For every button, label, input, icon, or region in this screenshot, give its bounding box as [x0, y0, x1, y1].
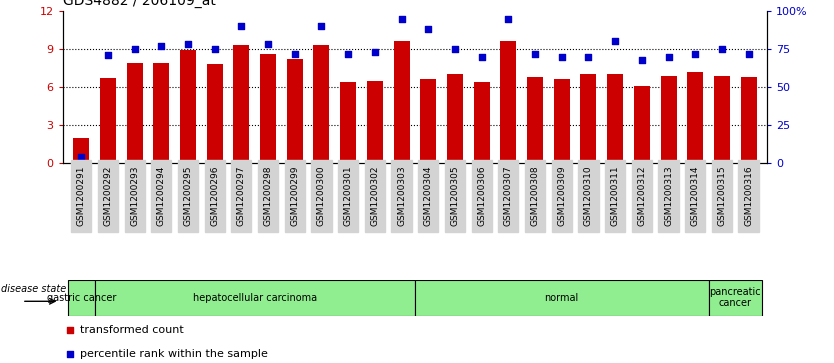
Point	[101, 52, 114, 58]
Text: GSM1200314: GSM1200314	[691, 166, 700, 226]
Point	[529, 51, 542, 57]
Bar	[100, 78, 116, 163]
Point	[288, 51, 301, 57]
Bar	[180, 50, 196, 163]
Bar	[415, 280, 709, 316]
Point	[314, 23, 328, 29]
Text: GSM1200312: GSM1200312	[637, 166, 646, 226]
Bar	[500, 41, 516, 163]
Bar	[314, 45, 329, 163]
Bar	[447, 74, 463, 163]
Text: GSM1200309: GSM1200309	[557, 166, 566, 226]
Point	[636, 57, 649, 62]
Bar	[709, 280, 762, 316]
Text: GSM1200296: GSM1200296	[210, 166, 219, 226]
Text: percentile rank within the sample: percentile rank within the sample	[80, 349, 268, 359]
Text: GSM1200308: GSM1200308	[530, 166, 540, 226]
Point	[261, 41, 274, 47]
Point	[742, 51, 756, 57]
Bar	[340, 82, 356, 163]
Bar	[687, 72, 703, 163]
Text: normal: normal	[545, 293, 579, 303]
Text: GSM1200299: GSM1200299	[290, 166, 299, 226]
Point	[128, 46, 141, 52]
Point	[74, 154, 88, 160]
Point	[154, 43, 168, 49]
Bar	[714, 76, 730, 163]
Text: GSM1200298: GSM1200298	[264, 166, 273, 226]
Text: GSM1200291: GSM1200291	[77, 166, 86, 226]
Point	[689, 51, 702, 57]
Bar	[580, 74, 596, 163]
Point	[662, 54, 676, 60]
Point	[208, 46, 221, 52]
Point	[582, 54, 595, 60]
Text: GSM1200305: GSM1200305	[450, 166, 460, 226]
Bar	[420, 79, 436, 163]
Text: GSM1200303: GSM1200303	[397, 166, 406, 226]
Text: GSM1200306: GSM1200306	[477, 166, 486, 226]
Text: GSM1200311: GSM1200311	[610, 166, 620, 226]
Bar	[207, 64, 223, 163]
Text: pancreatic
cancer: pancreatic cancer	[710, 287, 761, 309]
Bar	[741, 77, 756, 163]
Point	[475, 54, 489, 60]
Text: GSM1200307: GSM1200307	[504, 166, 513, 226]
Point	[422, 26, 435, 32]
Text: GSM1200316: GSM1200316	[744, 166, 753, 226]
Bar	[554, 79, 570, 163]
Point	[341, 51, 354, 57]
Text: disease state: disease state	[1, 284, 67, 294]
Point	[502, 16, 515, 21]
Point	[394, 16, 408, 21]
Text: GDS4882 / 206109_at: GDS4882 / 206109_at	[63, 0, 215, 8]
Text: GSM1200310: GSM1200310	[584, 166, 593, 226]
Point	[449, 46, 462, 52]
Bar	[661, 76, 676, 163]
Bar	[68, 280, 94, 316]
Text: GSM1200301: GSM1200301	[344, 166, 353, 226]
Text: GSM1200313: GSM1200313	[664, 166, 673, 226]
Bar	[260, 54, 276, 163]
Bar	[153, 63, 169, 163]
Point	[609, 38, 622, 44]
Text: GSM1200315: GSM1200315	[717, 166, 726, 226]
Bar	[607, 74, 623, 163]
Text: GSM1200294: GSM1200294	[157, 166, 166, 226]
Bar	[234, 45, 249, 163]
Point	[716, 46, 729, 52]
Text: GSM1200302: GSM1200302	[370, 166, 379, 226]
Bar	[474, 82, 490, 163]
Point	[181, 41, 194, 47]
Point	[555, 54, 569, 60]
Bar	[527, 77, 543, 163]
Bar	[73, 138, 89, 163]
Text: GSM1200293: GSM1200293	[130, 166, 139, 226]
Text: hepatocellular carcinoma: hepatocellular carcinoma	[193, 293, 317, 303]
Text: GSM1200304: GSM1200304	[424, 166, 433, 226]
Point	[234, 23, 248, 29]
Point	[368, 49, 381, 55]
Bar	[634, 86, 650, 163]
Bar	[367, 81, 383, 163]
Text: transformed count: transformed count	[80, 325, 184, 335]
Text: GSM1200292: GSM1200292	[103, 166, 113, 226]
Bar	[94, 280, 415, 316]
Point	[63, 351, 76, 357]
Bar	[287, 59, 303, 163]
Text: GSM1200297: GSM1200297	[237, 166, 246, 226]
Text: gastric cancer: gastric cancer	[47, 293, 116, 303]
Text: GSM1200300: GSM1200300	[317, 166, 326, 226]
Text: GSM1200295: GSM1200295	[183, 166, 193, 226]
Bar	[127, 63, 143, 163]
Point	[63, 327, 76, 333]
Bar	[394, 41, 409, 163]
